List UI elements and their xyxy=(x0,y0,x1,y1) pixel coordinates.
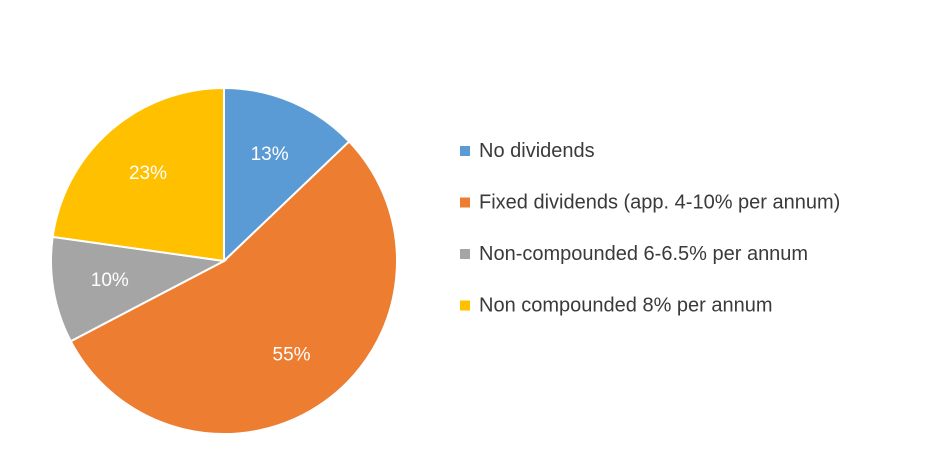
pie-slice-3 xyxy=(50,235,228,343)
data-label-4: 23% xyxy=(129,163,167,184)
data-label-1: 13% xyxy=(251,144,289,165)
legend-label-1: No dividends xyxy=(479,140,595,162)
legend: No dividends Fixed dividends (app. 4-10% … xyxy=(460,140,840,317)
data-label-2: 55% xyxy=(273,345,311,366)
legend-item-2: Fixed dividends (app. 4-10% per annum) xyxy=(460,192,840,214)
pie-slice-4 xyxy=(51,86,225,263)
legend-item-4: Non compounded 8% per annum xyxy=(460,295,773,317)
legend-label-2: Fixed dividends (app. 4-10% per annum) xyxy=(479,192,840,214)
pie-slices xyxy=(50,86,398,435)
legend-label-4: Non compounded 8% per annum xyxy=(479,295,773,317)
legend-swatch-3 xyxy=(460,249,470,259)
pie-slice-2 xyxy=(69,140,398,435)
data-label-3: 10% xyxy=(91,270,129,291)
legend-swatch-1 xyxy=(460,146,470,156)
pie-slice-1 xyxy=(223,86,351,264)
legend-swatch-2 xyxy=(460,197,470,208)
legend-item-3: Non-compounded 6-6.5% per annum xyxy=(460,243,808,265)
pie-data-labels: 13% 55% 10% 23% xyxy=(91,144,311,366)
legend-swatch-4 xyxy=(460,300,470,311)
legend-item-1: No dividends xyxy=(460,140,595,162)
legend-label-3: Non-compounded 6-6.5% per annum xyxy=(479,243,808,265)
